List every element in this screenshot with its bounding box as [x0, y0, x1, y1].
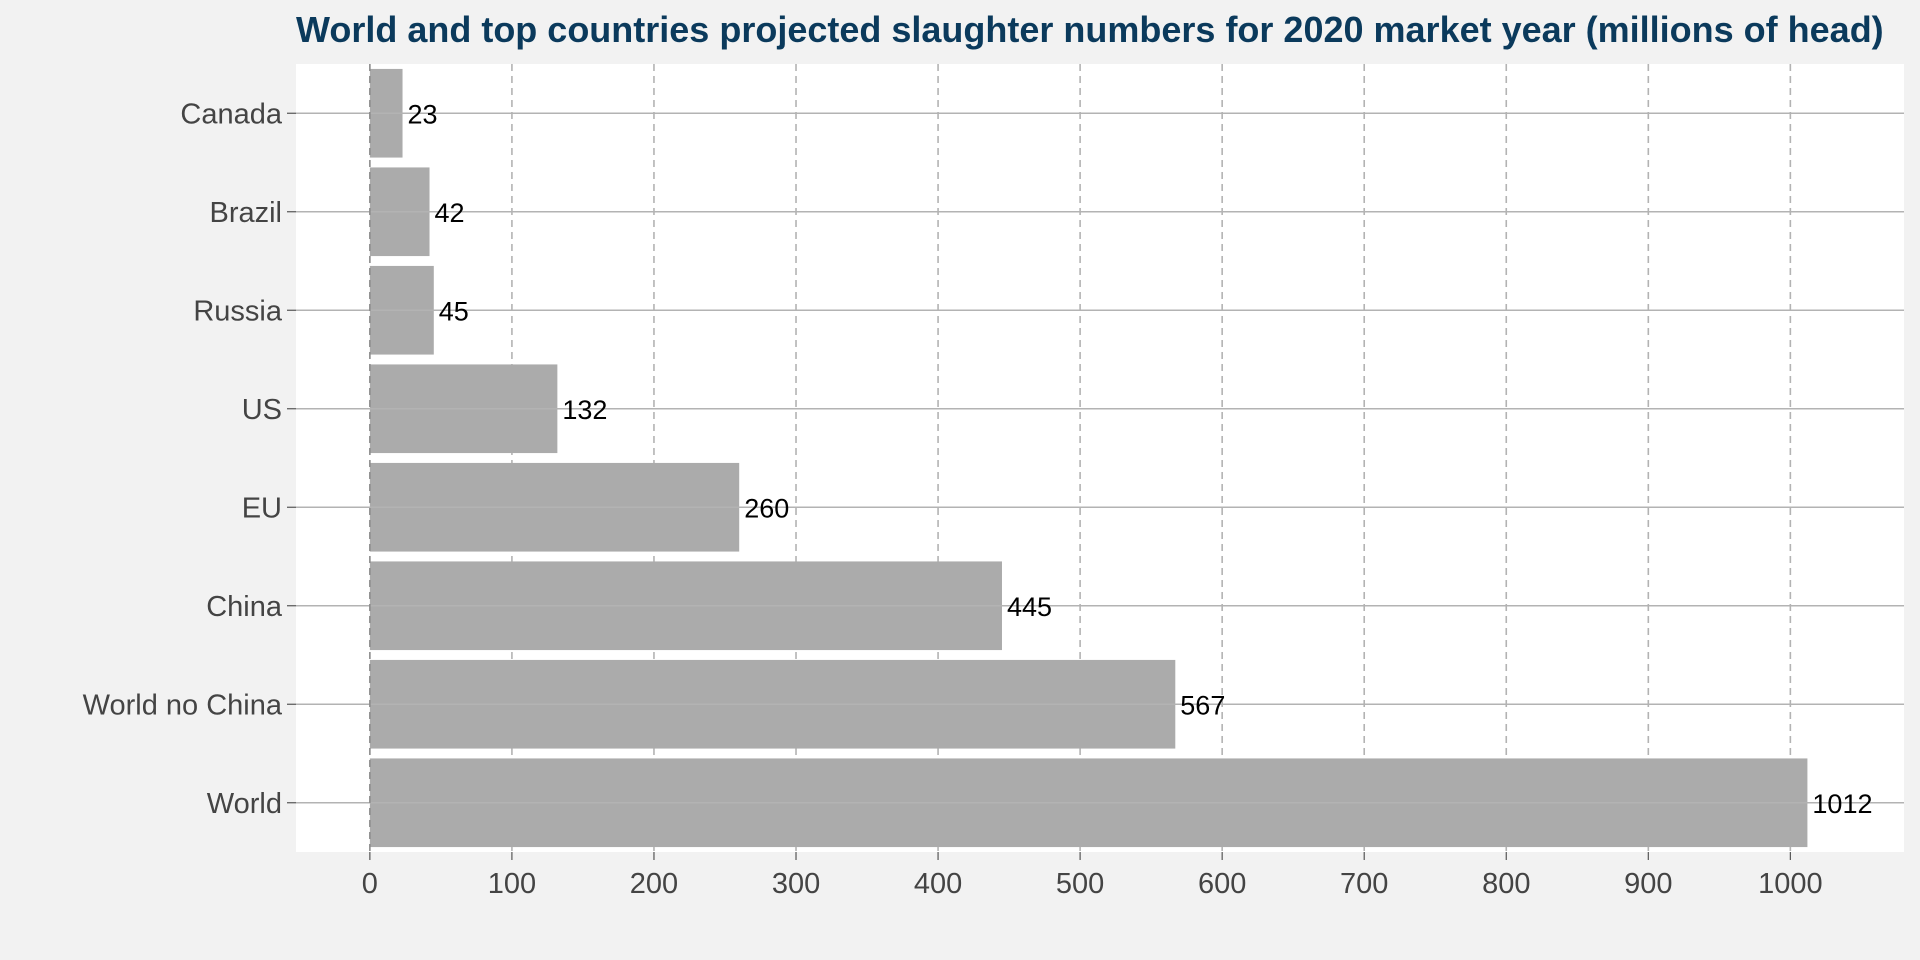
- x-tick-label: 400: [914, 868, 962, 900]
- category-lines: [296, 112, 1904, 804]
- category-label: EU: [242, 492, 282, 524]
- x-tick-label: 300: [772, 868, 820, 900]
- data-label: 23: [408, 99, 438, 129]
- x-tick-label: 100: [488, 868, 536, 900]
- data-label: 42: [435, 198, 465, 228]
- data-label: 1012: [1812, 789, 1872, 819]
- x-tick-label: 200: [630, 868, 678, 900]
- x-tick-label: 500: [1056, 868, 1104, 900]
- data-label: 260: [744, 493, 789, 523]
- category-label: China: [206, 591, 283, 623]
- category-axis: Canada Brazil Russia US EU China World no Chin…: [83, 98, 296, 820]
- value-axis: 0 100 200 300 400 500 600 700 800 900 1000: [362, 852, 1823, 900]
- data-label: 45: [439, 296, 469, 326]
- category-label: Canada: [180, 98, 282, 130]
- category-label: World no China: [83, 689, 283, 721]
- x-tick-label: 900: [1624, 868, 1672, 900]
- category-label: Russia: [193, 295, 283, 327]
- category-label: US: [242, 394, 282, 426]
- data-label: 567: [1180, 690, 1225, 720]
- category-label: Brazil: [209, 197, 282, 229]
- data-label: 445: [1007, 592, 1052, 622]
- data-label: 132: [562, 395, 607, 425]
- x-tick-label: 700: [1340, 868, 1388, 900]
- x-tick-label: 800: [1482, 868, 1530, 900]
- chart-title: World and top countries projected slaugh…: [296, 9, 1884, 50]
- x-tick-label: 600: [1198, 868, 1246, 900]
- category-label: World: [207, 788, 282, 820]
- x-tick-label: 1000: [1758, 868, 1823, 900]
- x-tick-label: 0: [362, 868, 378, 900]
- data-labels: 23 42 45 132 260 445 567 1012: [408, 99, 1873, 819]
